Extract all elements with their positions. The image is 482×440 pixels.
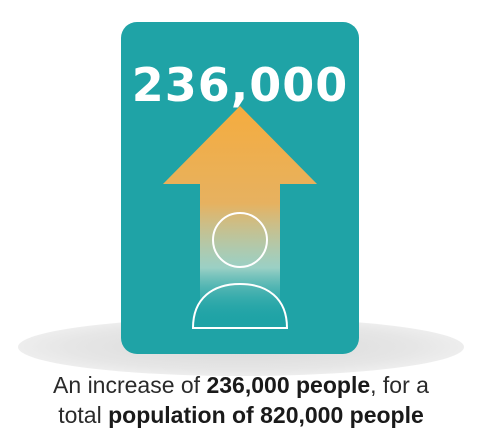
caption-line-1-post: , for a xyxy=(370,372,429,398)
population-card: 236,000 xyxy=(121,22,359,354)
caption-line-1: An increase of 236,000 people, for a xyxy=(0,370,482,400)
caption-line-2-bold: population of 820,000 people xyxy=(108,402,424,428)
caption-line-2-pre: total xyxy=(58,402,109,428)
caption-line-2: total population of 820,000 people xyxy=(0,400,482,430)
caption-line-1-bold: 236,000 people xyxy=(206,372,371,398)
person-arrow-graphic xyxy=(163,106,317,329)
caption-line-1-pre: An increase of xyxy=(53,372,207,398)
person-icon xyxy=(191,212,289,329)
caption: An increase of 236,000 people, for a tot… xyxy=(0,370,482,430)
increase-number: 236,000 xyxy=(131,58,349,112)
